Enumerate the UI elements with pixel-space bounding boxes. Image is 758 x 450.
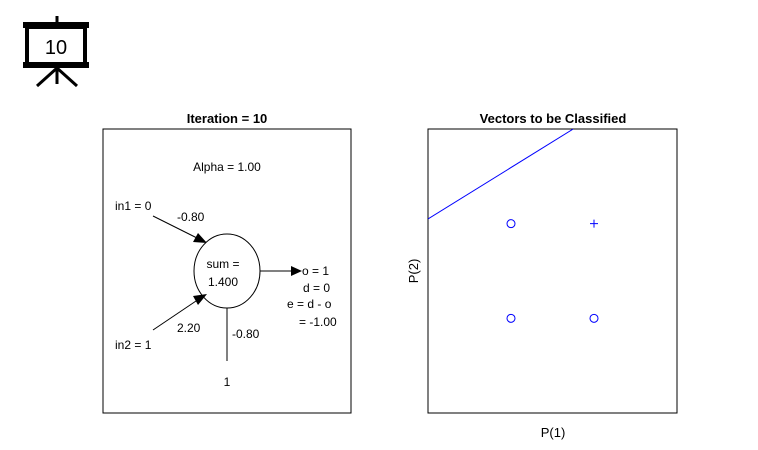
weight2-label: 2.20: [177, 321, 201, 335]
input2-arrow: [152, 298, 200, 331]
plot-title: Vectors to be Classified: [480, 111, 627, 126]
error-value: = -1.00: [299, 315, 337, 329]
scatter-point-plus: [590, 219, 598, 228]
input2-label: in2 = 1: [115, 338, 152, 352]
output-arrowhead: [291, 266, 302, 276]
scatter-point-circle: [506, 219, 516, 229]
decision-boundary-line: [428, 129, 574, 220]
badge-number: 10: [45, 37, 67, 59]
sum-value: 1.400: [208, 275, 238, 289]
scatter-point-circle: [506, 313, 516, 323]
bias-weight-label: -0.80: [232, 327, 260, 341]
plot-area: [427, 128, 678, 414]
network-panel: [102, 128, 352, 414]
weight1-label: -0.80: [177, 210, 205, 224]
alpha-label: Alpha = 1.00: [193, 160, 261, 174]
network-title: Iteration = 10: [187, 111, 268, 126]
input2-arrowhead: [193, 294, 207, 305]
plot-xlabel: P(1): [541, 425, 566, 440]
presentation-board-icon: [23, 16, 89, 88]
scatter-point-circle: [589, 313, 599, 323]
error-formula: e = d - o: [287, 297, 332, 311]
desired-label: d = 0: [303, 281, 330, 295]
input1-arrowhead: [193, 233, 207, 243]
plot-ylabel: P(2): [406, 259, 421, 284]
output-label: o = 1: [302, 264, 329, 278]
input1-arrow: [152, 215, 200, 240]
sum-label: sum =: [206, 257, 239, 271]
input1-label: in1 = 0: [115, 199, 152, 213]
bias-input-label: 1: [224, 375, 231, 389]
